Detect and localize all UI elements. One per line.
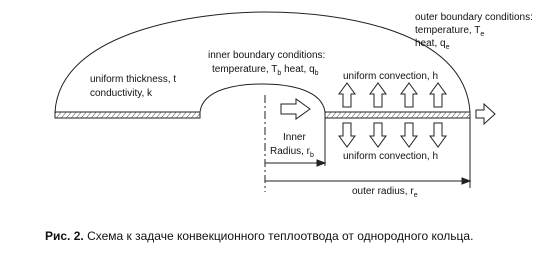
text-part: b (310, 152, 314, 159)
label: outer boundary conditions: (415, 12, 533, 23)
label: Inner (283, 132, 306, 143)
text-part: e (414, 192, 418, 199)
text-part: b (315, 70, 319, 77)
label: conductivity, k (90, 88, 153, 99)
text-part: Схема к задаче конвекционного теплоотвод… (84, 229, 474, 243)
plate-left (54, 111, 201, 119)
text-part: heat, q (281, 64, 314, 75)
text-part: temperature, T (415, 25, 480, 36)
text-part: b (277, 70, 281, 77)
outer-heat-arrow (475, 102, 496, 126)
label: temperature, Tb heat, qb (212, 64, 319, 77)
text-part: Рис. 2. (45, 229, 84, 243)
label: outer radius, re (352, 186, 418, 199)
text-part: e (480, 31, 484, 38)
arrowhead (316, 159, 327, 167)
text-part: outer radius, r (352, 186, 414, 197)
text-part: heat, q (415, 38, 446, 49)
label: inner boundary conditions: (208, 50, 325, 61)
caption: Рис. 2. Схема к задаче конвекционного те… (45, 229, 473, 243)
arrowhead (461, 177, 472, 185)
label: uniform convection, h (343, 71, 438, 82)
label: uniform convection, h (343, 151, 438, 162)
text-part: temperature, T (212, 64, 277, 75)
label: Radius, rb (270, 146, 314, 159)
inner-dome (199, 83, 326, 113)
label: temperature, Te (415, 25, 484, 38)
label: uniform thickness, t (90, 74, 176, 85)
label: heat, qe (415, 38, 450, 51)
inner-heat-arrow (280, 98, 311, 120)
plate-right (324, 111, 471, 119)
text-part: Radius, r (270, 146, 311, 157)
shapes (54, 11, 496, 192)
outer-dome (54, 11, 471, 113)
text-part: e (446, 44, 450, 51)
